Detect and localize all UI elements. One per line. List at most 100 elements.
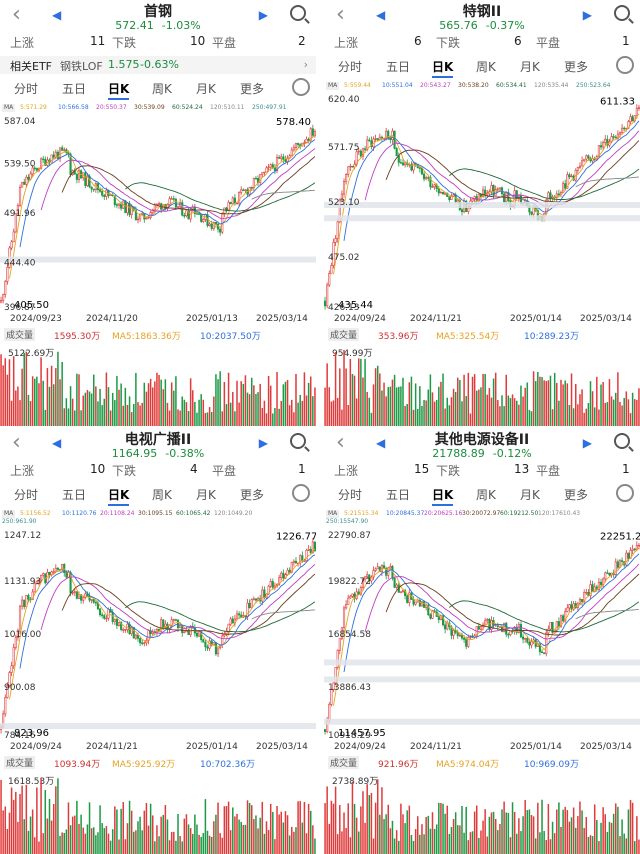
volume-chart[interactable]	[324, 772, 640, 854]
volume-ma10: 10:969.09万	[524, 760, 579, 770]
volume-bar	[534, 838, 537, 854]
next-triangle-icon[interactable]: ▶	[582, 8, 592, 22]
tab-period-0[interactable]: 分时	[338, 488, 363, 502]
candle-body	[84, 593, 87, 598]
tab-period-5[interactable]: 更多	[240, 82, 265, 96]
candle-body	[351, 165, 354, 168]
volume-tag[interactable]: 成交量	[328, 328, 360, 341]
tab-period-4[interactable]: 月K	[520, 60, 540, 74]
volume-bar	[23, 352, 25, 426]
volume-bar	[330, 800, 333, 854]
volume-bar	[208, 407, 211, 426]
next-triangle-icon[interactable]: ▶	[582, 436, 592, 450]
volume-ma5: MA5:925.92万	[112, 760, 176, 770]
candle-body	[545, 632, 548, 654]
volume-bar	[240, 821, 242, 854]
search-icon[interactable]	[614, 433, 630, 449]
gear-icon[interactable]	[292, 78, 310, 96]
tab-period-4[interactable]: 月K	[520, 488, 540, 502]
tab-period-1[interactable]: 五日	[386, 488, 411, 502]
y-tick-label: 539.50	[4, 160, 36, 170]
candle-body	[214, 222, 217, 225]
volume-tag[interactable]: 成交量	[4, 756, 36, 769]
volume-tag[interactable]: 成交量	[328, 756, 360, 769]
tab-period-2[interactable]: 日K	[432, 486, 454, 506]
related-etf-row[interactable]: 相关ETF 钢铁LOF 1.575 -0.63% ›	[0, 56, 316, 74]
candle-body	[376, 566, 379, 570]
tab-period-2[interactable]: 日K	[108, 80, 130, 100]
tab-period-5[interactable]: 更多	[564, 60, 589, 74]
tab-period-2[interactable]: 日K	[108, 486, 130, 506]
tab-period-5[interactable]: 更多	[564, 488, 589, 502]
candle-body	[198, 213, 201, 215]
gear-icon[interactable]	[616, 484, 634, 502]
tab-period-1[interactable]: 五日	[62, 82, 87, 96]
candle-body	[120, 621, 123, 630]
prev-triangle-icon[interactable]: ◀	[376, 8, 386, 22]
volume-tag[interactable]: 成交量	[4, 328, 36, 341]
candle-body	[313, 131, 316, 136]
tab-period-3[interactable]: 周K	[476, 60, 496, 74]
up-count: 11	[90, 34, 106, 48]
next-triangle-icon[interactable]: ▶	[258, 8, 268, 22]
candle-body	[23, 181, 26, 185]
candlestick-chart[interactable]: 22790.87 19822.72 16854.58 13886.43 10918.29…	[324, 528, 640, 740]
volume-bar	[90, 828, 93, 854]
tab-period-5[interactable]: 更多	[240, 488, 265, 502]
volume-bar	[406, 403, 408, 426]
candle-body	[496, 188, 499, 190]
tab-period-4[interactable]: 月K	[196, 82, 216, 96]
candle-body	[395, 584, 398, 588]
candle-body	[88, 596, 91, 601]
back-arrow-icon[interactable]: ‹	[12, 430, 21, 455]
prev-triangle-icon[interactable]: ◀	[52, 8, 62, 22]
tab-period-0[interactable]: 分时	[14, 82, 39, 96]
candle-body	[433, 184, 436, 188]
volume-bar	[69, 825, 72, 854]
candle-body	[313, 541, 316, 551]
tab-period-1[interactable]: 五日	[386, 60, 411, 74]
candlestick-chart[interactable]: 620.40 571.75 523.10 475.02 426.13 611.33 435.…	[324, 92, 640, 312]
tab-period-4[interactable]: 月K	[196, 488, 216, 502]
candlestick-chart[interactable]: 587.04 539.50 491.96 444.40 396.87 578.40 405.…	[0, 114, 316, 312]
candle-body	[16, 205, 19, 214]
volume-chart[interactable]	[0, 772, 316, 854]
volume-bar	[109, 840, 112, 854]
search-icon[interactable]	[614, 5, 630, 21]
gear-icon[interactable]	[292, 484, 310, 502]
tab-period-3[interactable]: 周K	[152, 82, 172, 96]
tab-period-3[interactable]: 周K	[476, 488, 496, 502]
volume-bar	[210, 411, 213, 426]
volume-value: 1093.94万	[54, 760, 101, 770]
back-arrow-icon[interactable]: ‹	[336, 430, 345, 455]
tab-period-0[interactable]: 分时	[14, 488, 39, 502]
search-icon[interactable]	[290, 433, 306, 449]
volume-bar	[74, 815, 76, 854]
volume-bar	[450, 827, 453, 854]
volume-chart[interactable]	[324, 344, 640, 426]
volume-bar	[253, 385, 255, 426]
back-arrow-icon[interactable]: ‹	[12, 2, 21, 27]
candle-body	[633, 548, 636, 551]
ma-line	[575, 608, 639, 620]
next-triangle-icon[interactable]: ▶	[258, 436, 268, 450]
tab-period-3[interactable]: 周K	[152, 488, 172, 502]
candle-body	[423, 601, 426, 608]
tab-period-0[interactable]: 分时	[338, 60, 363, 74]
volume-bar	[374, 802, 377, 854]
volume-bar	[556, 382, 558, 426]
back-arrow-icon[interactable]: ‹	[336, 2, 345, 27]
candlestick-chart[interactable]: 1247.12 1131.93 1016.00 900.08 784.16 1226.77…	[0, 528, 316, 740]
prev-triangle-icon[interactable]: ◀	[52, 436, 62, 450]
search-icon[interactable]	[290, 5, 306, 21]
candle-body	[307, 138, 310, 141]
gear-icon[interactable]	[616, 56, 634, 74]
volume-bar	[372, 838, 375, 854]
prev-triangle-icon[interactable]: ◀	[376, 436, 386, 450]
tab-period-2[interactable]: 日K	[432, 58, 454, 78]
candle-body	[559, 192, 563, 195]
tab-period-1[interactable]: 五日	[62, 488, 87, 502]
volume-bar	[558, 802, 560, 854]
volume-chart[interactable]	[0, 344, 316, 426]
volume-bar	[99, 388, 101, 426]
